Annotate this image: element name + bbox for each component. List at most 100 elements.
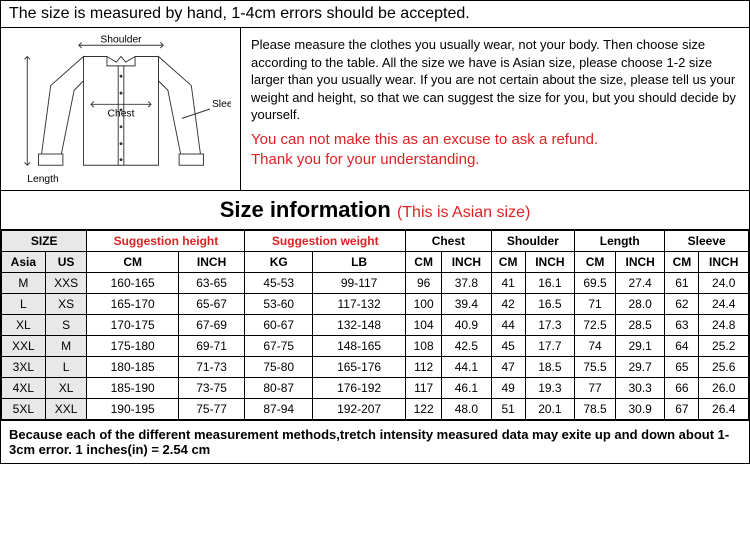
table-cell: 20.1 xyxy=(525,399,574,420)
size-chart-container: The size is measured by hand, 1-4cm erro… xyxy=(0,0,750,464)
table-cell: 17.7 xyxy=(525,336,574,357)
title-text: Size information xyxy=(220,197,391,222)
table-row: 3XLL180-18571-7375-80165-17611244.14718.… xyxy=(2,357,749,378)
table-cell: 75-77 xyxy=(178,399,245,420)
table-cell: 18.5 xyxy=(525,357,574,378)
table-cell: 44.1 xyxy=(442,357,491,378)
table-cell: 40.9 xyxy=(442,315,491,336)
table-cell: 47 xyxy=(491,357,525,378)
table-cell: 24.8 xyxy=(699,315,749,336)
table-cell: 132-148 xyxy=(313,315,406,336)
table-cell: 17.3 xyxy=(525,315,574,336)
label-sleeve: Sleeve xyxy=(211,99,230,110)
table-cell: 80-87 xyxy=(245,378,313,399)
col-w-lb: LB xyxy=(313,252,406,273)
table-cell: 28.5 xyxy=(615,315,664,336)
table-cell: 45 xyxy=(491,336,525,357)
table-cell: 29.1 xyxy=(615,336,664,357)
table-cell: 74 xyxy=(575,336,616,357)
shirt-diagram-icon: Shoulder xyxy=(11,34,231,184)
col-length: Length xyxy=(575,231,665,252)
size-table-body: MXXS160-16563-6545-5399-1179637.84116.16… xyxy=(2,273,749,420)
table-cell: 29.7 xyxy=(615,357,664,378)
table-cell: 16.1 xyxy=(525,273,574,294)
footer-note: Because each of the different measuremen… xyxy=(1,420,749,463)
table-cell: XXL xyxy=(2,336,46,357)
table-cell: XXS xyxy=(45,273,87,294)
table-cell: 5XL xyxy=(2,399,46,420)
table-cell: 96 xyxy=(406,273,442,294)
table-cell: 67 xyxy=(665,399,699,420)
col-us: US xyxy=(45,252,87,273)
col-sl-inch: INCH xyxy=(699,252,749,273)
table-cell: 49 xyxy=(491,378,525,399)
table-cell: 63-65 xyxy=(178,273,245,294)
col-s-cm: CM xyxy=(491,252,525,273)
table-cell: XS xyxy=(45,294,87,315)
table-cell: 42.5 xyxy=(442,336,491,357)
size-table: SIZE Suggestion height Suggestion weight… xyxy=(1,230,749,420)
table-cell: 61 xyxy=(665,273,699,294)
col-s-inch: INCH xyxy=(525,252,574,273)
table-cell: 170-175 xyxy=(87,315,178,336)
table-cell: 176-192 xyxy=(313,378,406,399)
table-row: 5XLXXL190-19575-7787-94192-20712248.0512… xyxy=(2,399,749,420)
table-cell: M xyxy=(2,273,46,294)
table-cell: 30.9 xyxy=(615,399,664,420)
table-cell: 180-185 xyxy=(87,357,178,378)
table-cell: 3XL xyxy=(2,357,46,378)
table-cell: 87-94 xyxy=(245,399,313,420)
col-h-inch: INCH xyxy=(178,252,245,273)
table-cell: 73-75 xyxy=(178,378,245,399)
table-cell: 27.4 xyxy=(615,273,664,294)
table-row: MXXS160-16563-6545-5399-1179637.84116.16… xyxy=(2,273,749,294)
col-chest: Chest xyxy=(406,231,491,252)
table-cell: L xyxy=(2,294,46,315)
table-cell: 185-190 xyxy=(87,378,178,399)
col-size: SIZE xyxy=(2,231,87,252)
table-cell: M xyxy=(45,336,87,357)
col-c-cm: CM xyxy=(406,252,442,273)
table-cell: 192-207 xyxy=(313,399,406,420)
col-sleeve: Sleeve xyxy=(665,231,749,252)
table-cell: 28.0 xyxy=(615,294,664,315)
diagram-cell: Shoulder xyxy=(1,28,241,190)
table-row: XLS170-17567-6960-67132-14810440.94417.3… xyxy=(2,315,749,336)
table-row: 4XLXL185-19073-7580-87176-19211746.14919… xyxy=(2,378,749,399)
col-l-inch: INCH xyxy=(615,252,664,273)
header-note: The size is measured by hand, 1-4cm erro… xyxy=(1,1,749,28)
label-length: Length xyxy=(27,174,59,184)
table-cell: 122 xyxy=(406,399,442,420)
table-cell: 117-132 xyxy=(313,294,406,315)
table-cell: 71 xyxy=(575,294,616,315)
table-cell: 165-170 xyxy=(87,294,178,315)
table-cell: 60-67 xyxy=(245,315,313,336)
table-cell: 117 xyxy=(406,378,442,399)
table-cell: 104 xyxy=(406,315,442,336)
table-cell: 99-117 xyxy=(313,273,406,294)
col-c-inch: INCH xyxy=(442,252,491,273)
table-cell: 175-180 xyxy=(87,336,178,357)
table-cell: 63 xyxy=(665,315,699,336)
label-shoulder: Shoulder xyxy=(100,34,142,45)
table-row: LXS165-17065-6753-60117-13210039.44216.5… xyxy=(2,294,749,315)
table-cell: 19.3 xyxy=(525,378,574,399)
top-section: Shoulder xyxy=(1,28,749,191)
table-cell: 64 xyxy=(665,336,699,357)
warning-thanks: Thank you for your understanding. xyxy=(251,150,739,170)
col-asia: Asia xyxy=(2,252,46,273)
table-cell: 53-60 xyxy=(245,294,313,315)
table-cell: 46.1 xyxy=(442,378,491,399)
col-sl-cm: CM xyxy=(665,252,699,273)
table-cell: 190-195 xyxy=(87,399,178,420)
title-row: Size information (This is Asian size) xyxy=(1,191,749,230)
col-sugg-weight: Suggestion weight xyxy=(245,231,406,252)
table-cell: 25.2 xyxy=(699,336,749,357)
table-cell: 25.6 xyxy=(699,357,749,378)
table-cell: 77 xyxy=(575,378,616,399)
table-cell: 62 xyxy=(665,294,699,315)
title-note: (This is Asian size) xyxy=(397,204,530,221)
table-cell: 100 xyxy=(406,294,442,315)
table-cell: 39.4 xyxy=(442,294,491,315)
table-cell: 67-69 xyxy=(178,315,245,336)
